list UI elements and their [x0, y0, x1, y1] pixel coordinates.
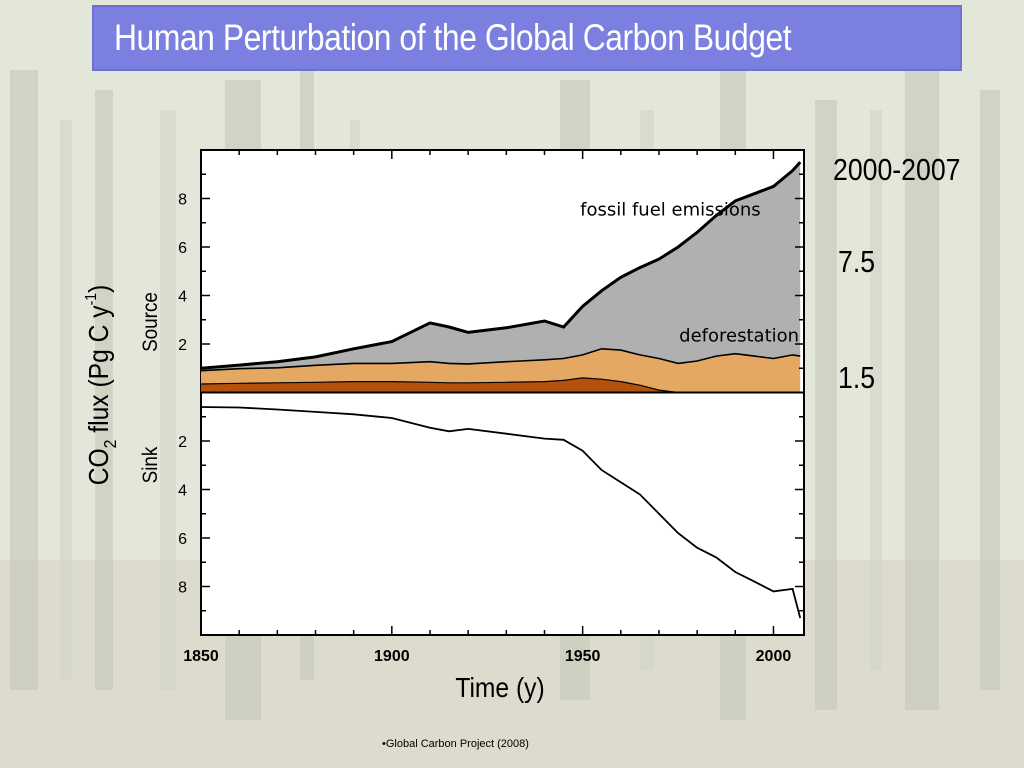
sink-label: Sink	[139, 446, 162, 484]
y-axis-label: CO2 flux (Pg C y-1)	[82, 285, 120, 486]
y-tick-label: 2	[178, 434, 187, 451]
deforestation-line	[200, 347, 801, 372]
y-tick-label: 6	[178, 531, 187, 548]
x-axis-label: Time (y)	[455, 672, 544, 704]
fossil-value: 7.5	[838, 244, 876, 279]
deforestation-value: 1.5	[838, 360, 876, 395]
y-tick-label: 6	[178, 240, 187, 257]
y-tick-label: 8	[178, 192, 187, 209]
y-tick-label: 4	[178, 289, 187, 306]
fossil-fuel-area	[201, 162, 801, 371]
source-label: Source	[139, 292, 162, 352]
period-label: 2000-2007	[833, 152, 961, 187]
fossil-fuel-line	[200, 161, 802, 370]
sink-line	[200, 406, 802, 619]
title-banner: Human Perturbation of the Global Carbon …	[92, 5, 962, 71]
y-tick-label: 4	[178, 483, 187, 500]
x-tick-label: 1950	[565, 648, 601, 665]
deforestation-annotation: deforestation	[679, 326, 799, 347]
y-tick-label: 2	[178, 337, 187, 354]
land-area	[201, 377, 801, 393]
x-tick-label: 2000	[756, 648, 792, 665]
source-note: •Global Carbon Project (2008)	[382, 738, 529, 750]
x-tick-label: 1900	[374, 648, 410, 665]
fossil-fuel-annotation: fossil fuel emissions	[580, 199, 761, 220]
x-tick-label: 1850	[183, 648, 219, 665]
slide-title: Human Perturbation of the Global Carbon …	[114, 17, 792, 58]
y-tick-label: 8	[178, 580, 187, 597]
